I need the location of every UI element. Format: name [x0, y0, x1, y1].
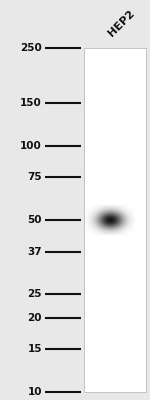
Text: 50: 50 [27, 215, 42, 225]
Text: 75: 75 [27, 172, 42, 182]
Text: 20: 20 [27, 313, 42, 323]
Text: 25: 25 [27, 289, 42, 299]
Text: 37: 37 [27, 247, 42, 257]
Text: HEP2: HEP2 [106, 8, 136, 38]
Bar [84, 48, 146, 392]
Text: 250: 250 [20, 43, 42, 53]
Text: 15: 15 [27, 344, 42, 354]
Text: 150: 150 [20, 98, 42, 108]
Text: 10: 10 [27, 387, 42, 397]
Text: 100: 100 [20, 141, 42, 151]
